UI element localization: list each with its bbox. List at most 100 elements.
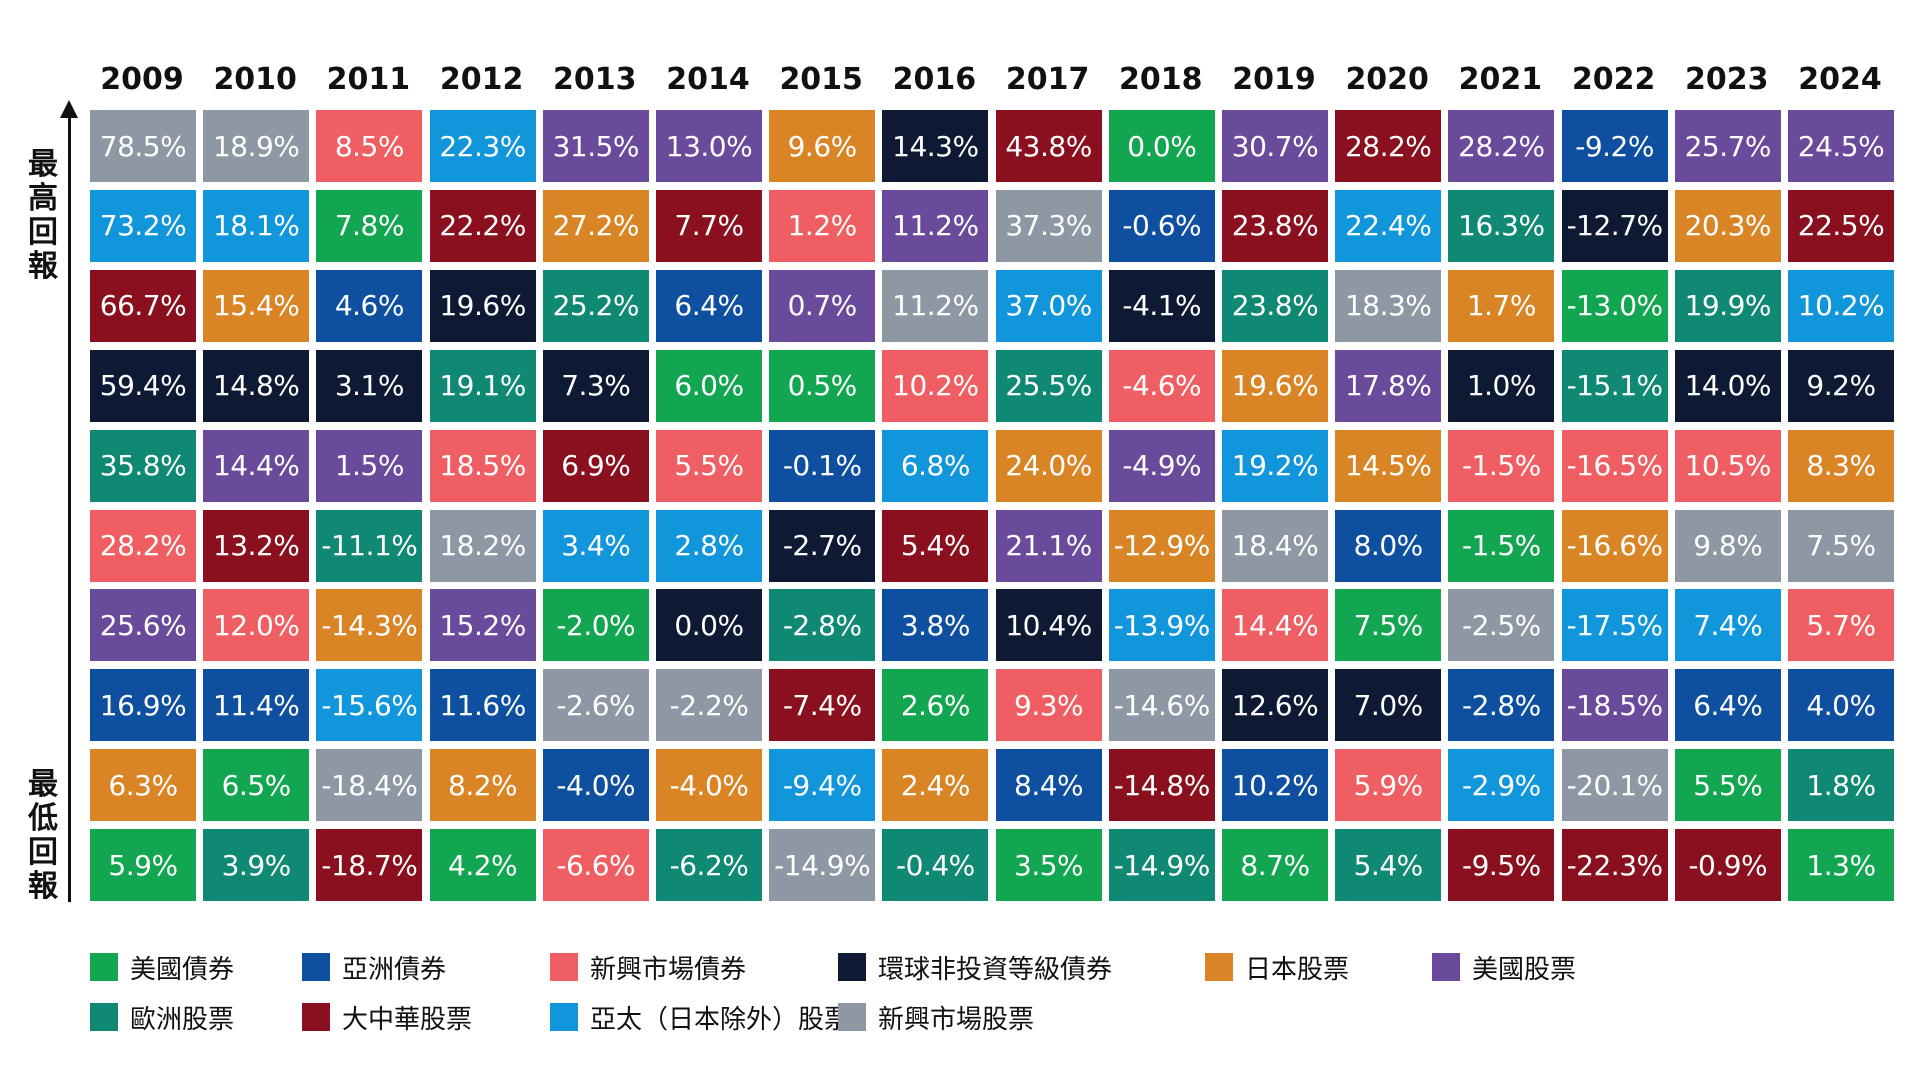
legend-label: 日本股票	[1245, 954, 1350, 985]
return-cell: 1.0%	[1446, 347, 1557, 424]
legend-swatch	[302, 953, 330, 981]
return-cell: 22.2%	[427, 187, 538, 264]
return-cell: 5.9%	[1333, 747, 1444, 824]
return-cell: 9.3%	[993, 667, 1104, 744]
return-cell: -7.4%	[767, 667, 878, 744]
return-cell: -0.9%	[1672, 827, 1783, 904]
return-cell: 8.4%	[993, 747, 1104, 824]
return-cell: 10.5%	[1672, 427, 1783, 504]
return-cell: -4.6%	[1106, 347, 1217, 424]
legend-item: 歐洲股票	[90, 1000, 234, 1035]
return-cell: 3.8%	[880, 587, 991, 664]
return-cell: 15.4%	[201, 267, 312, 344]
return-cell: -12.7%	[1559, 187, 1670, 264]
return-cell: 16.9%	[88, 667, 198, 744]
return-cell: 78.5%	[88, 108, 198, 184]
return-cell: 20.3%	[1672, 187, 1783, 264]
return-cell: 6.0%	[654, 347, 764, 424]
legend-label: 亞洲債券	[342, 954, 447, 985]
return-cell: -0.1%	[767, 427, 878, 504]
return-cell: 1.2%	[767, 187, 878, 264]
return-cell: -1.5%	[1446, 427, 1557, 504]
return-cell: 14.8%	[201, 347, 312, 424]
return-cell: 14.4%	[201, 427, 312, 504]
return-cell: -20.1%	[1559, 747, 1670, 824]
year-header: 2023	[1685, 62, 1769, 97]
return-cell: -4.0%	[540, 747, 651, 824]
year-header: 2015	[779, 62, 863, 97]
return-cell: 17.8%	[1333, 347, 1444, 424]
legend-swatch	[838, 953, 866, 981]
return-cell: -2.9%	[1446, 747, 1557, 824]
return-cell: 16.3%	[1446, 187, 1557, 264]
return-cell: 25.5%	[993, 347, 1104, 424]
return-cell: -9.5%	[1446, 827, 1557, 904]
legend-item: 美國債券	[90, 950, 235, 985]
legend-item: 日本股票	[1205, 950, 1350, 985]
return-cell: -1.5%	[1446, 507, 1557, 584]
return-cell: -14.3%	[314, 587, 425, 664]
return-cell: -16.5%	[1559, 427, 1670, 504]
return-cell: 2.8%	[654, 507, 764, 584]
year-header: 2018	[1119, 62, 1203, 97]
return-cell: 22.4%	[1333, 187, 1444, 264]
axis-arrow-icon	[60, 100, 78, 118]
legend-label: 美國債券	[130, 954, 235, 985]
axis-label-top: 最高回報	[28, 147, 58, 284]
return-cell: 21.1%	[993, 507, 1104, 584]
return-cell: 7.5%	[1786, 507, 1896, 584]
return-cell: -2.8%	[767, 587, 878, 664]
return-cell: 8.2%	[427, 747, 538, 824]
return-cell: 19.1%	[427, 347, 538, 424]
return-cell: 14.4%	[1220, 587, 1330, 664]
return-cell: 14.3%	[880, 108, 991, 184]
return-cell: 2.4%	[880, 747, 991, 824]
legend-label: 新興市場債券	[590, 954, 747, 985]
legend-swatch	[1432, 953, 1460, 981]
return-cell: 18.9%	[201, 108, 312, 184]
year-header: 2014	[666, 62, 750, 97]
return-cell: -9.4%	[767, 747, 878, 824]
return-cell: 18.4%	[1220, 507, 1330, 584]
return-cell: 3.9%	[201, 827, 312, 904]
return-cell: 7.7%	[654, 187, 764, 264]
return-cell: 1.3%	[1786, 827, 1896, 904]
return-cell: -0.4%	[880, 827, 991, 904]
return-cell: 7.8%	[314, 187, 425, 264]
legend-swatch	[1205, 953, 1233, 981]
year-header: 2022	[1571, 62, 1656, 97]
return-cell: 28.2%	[1446, 108, 1557, 184]
legend-swatch	[550, 953, 578, 981]
year-header: 2016	[892, 62, 977, 97]
return-cell: -16.6%	[1559, 507, 1670, 584]
legend-label: 亞太（日本除外）股票	[590, 1004, 851, 1035]
return-cell: -18.4%	[314, 747, 425, 824]
return-cell: 3.5%	[993, 827, 1104, 904]
year-header: 2009	[100, 62, 184, 97]
return-cell: 6.4%	[654, 267, 764, 344]
legend-item: 亞洲債券	[302, 950, 447, 985]
return-cell: 1.8%	[1786, 747, 1896, 824]
return-cell: 24.5%	[1786, 108, 1896, 184]
legend-swatch	[90, 953, 118, 981]
legend-item: 亞太（日本除外）股票	[550, 1000, 851, 1035]
return-cell: 25.7%	[1672, 108, 1783, 184]
return-cell: 11.2%	[880, 187, 991, 264]
return-cell: 9.8%	[1672, 507, 1783, 584]
return-cell: 18.1%	[201, 187, 312, 264]
return-cell: 4.0%	[1786, 667, 1896, 744]
return-cell: -14.9%	[1106, 827, 1217, 904]
return-cell: 23.8%	[1220, 267, 1330, 344]
return-cell: -2.7%	[767, 507, 878, 584]
return-cell: 4.2%	[427, 827, 538, 904]
return-cell: -2.0%	[540, 587, 651, 664]
year-header: 2020	[1345, 62, 1429, 97]
return-cell: 13.0%	[654, 108, 764, 184]
legend-label: 大中華股票	[342, 1004, 473, 1035]
return-cell: -9.2%	[1559, 108, 1670, 184]
return-cell: 37.0%	[993, 267, 1104, 344]
year-header: 2010	[213, 62, 297, 97]
return-cell: 9.6%	[767, 108, 878, 184]
return-cell: 14.0%	[1672, 347, 1783, 424]
